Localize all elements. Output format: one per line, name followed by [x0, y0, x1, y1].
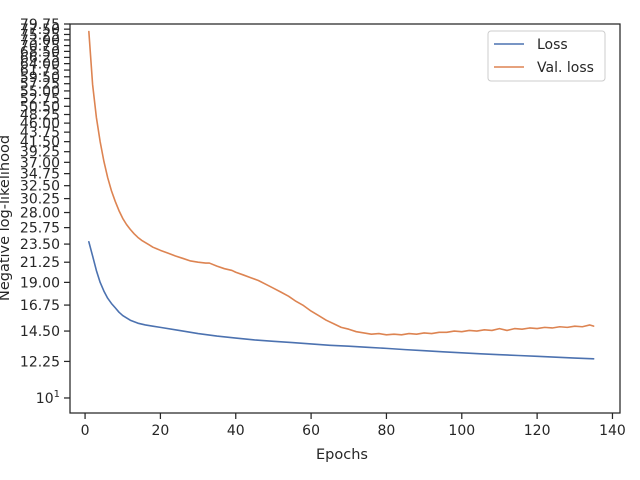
y-tick-label: 37.00	[20, 155, 60, 171]
x-tick-label: 140	[599, 423, 626, 439]
y-tick-label: 55.00	[20, 84, 60, 100]
y-tick-label: 25.75	[20, 221, 60, 237]
y-tick-label: 79.75	[20, 17, 60, 33]
y-tick-label: 21.25	[20, 255, 60, 271]
y-tick-label: 59.50	[20, 70, 60, 86]
y-tick-label: 101	[36, 389, 60, 407]
x-axis-ticks: 0 20 40 60 80 100 120 140	[81, 413, 626, 439]
y-tick-label: 64.00	[20, 57, 60, 73]
x-tick-label: 60	[302, 423, 320, 439]
y-tick-label: 14.50	[20, 324, 60, 340]
y-tick-label: 34.75	[20, 167, 60, 183]
y-tick-label: 50.50	[20, 99, 60, 115]
x-tick-label: 100	[448, 423, 475, 439]
y-tick-label: 19.00	[20, 275, 60, 291]
x-tick-label: 120	[524, 423, 551, 439]
x-tick-label: 40	[227, 423, 245, 439]
y-tick-label: 39.25	[20, 145, 60, 161]
y-tick-label: 41.50	[20, 135, 60, 151]
legend-label-val-loss: Val. loss	[537, 60, 594, 76]
y-tick-label: 57.25	[20, 77, 60, 93]
series-line-loss	[88, 241, 595, 360]
y-tick-label: 28.00	[20, 206, 60, 222]
x-axis-label: Epochs	[316, 447, 368, 463]
y-tick-label: 32.50	[20, 179, 60, 195]
legend: Loss Val. loss	[487, 30, 606, 82]
y-tick-label: 66.25	[20, 50, 60, 66]
y-tick-label: 73.00	[20, 33, 60, 49]
y-tick-label: 75.25	[20, 27, 60, 43]
plot-area	[69, 23, 621, 414]
x-tick-label: 20	[151, 423, 169, 439]
y-axis-ticks: 101 12.25 14.50 16.75 19.00 21.25 23.5025.7528…	[20, 17, 70, 407]
y-tick-label: 23.50	[20, 237, 60, 253]
y-tick-label: 70.75	[20, 39, 60, 55]
plot-frame	[69, 23, 621, 414]
y-tick-label: 30.25	[20, 192, 60, 208]
legend-label-loss: Loss	[537, 37, 568, 53]
y-tick-label: 43.75	[20, 125, 60, 141]
y-tick-label: 68.50	[20, 44, 60, 60]
y-tick-label: 16.75	[20, 298, 60, 314]
y-tick-label: 12.25	[20, 354, 60, 370]
y-tick-label: 48.25	[20, 108, 60, 124]
x-tick-label: 80	[378, 423, 396, 439]
y-tick-label: 77.50	[20, 22, 60, 38]
y-tick-label: 61.75	[20, 63, 60, 79]
x-tick-label: 0	[81, 423, 90, 439]
y-tick-label: 46.00	[20, 116, 60, 132]
y-tick-label: 52.75	[20, 91, 60, 107]
series-layer	[88, 30, 595, 360]
series-line-val-loss	[88, 30, 595, 336]
y-axis-label: Negative log-likelihood	[0, 135, 13, 301]
